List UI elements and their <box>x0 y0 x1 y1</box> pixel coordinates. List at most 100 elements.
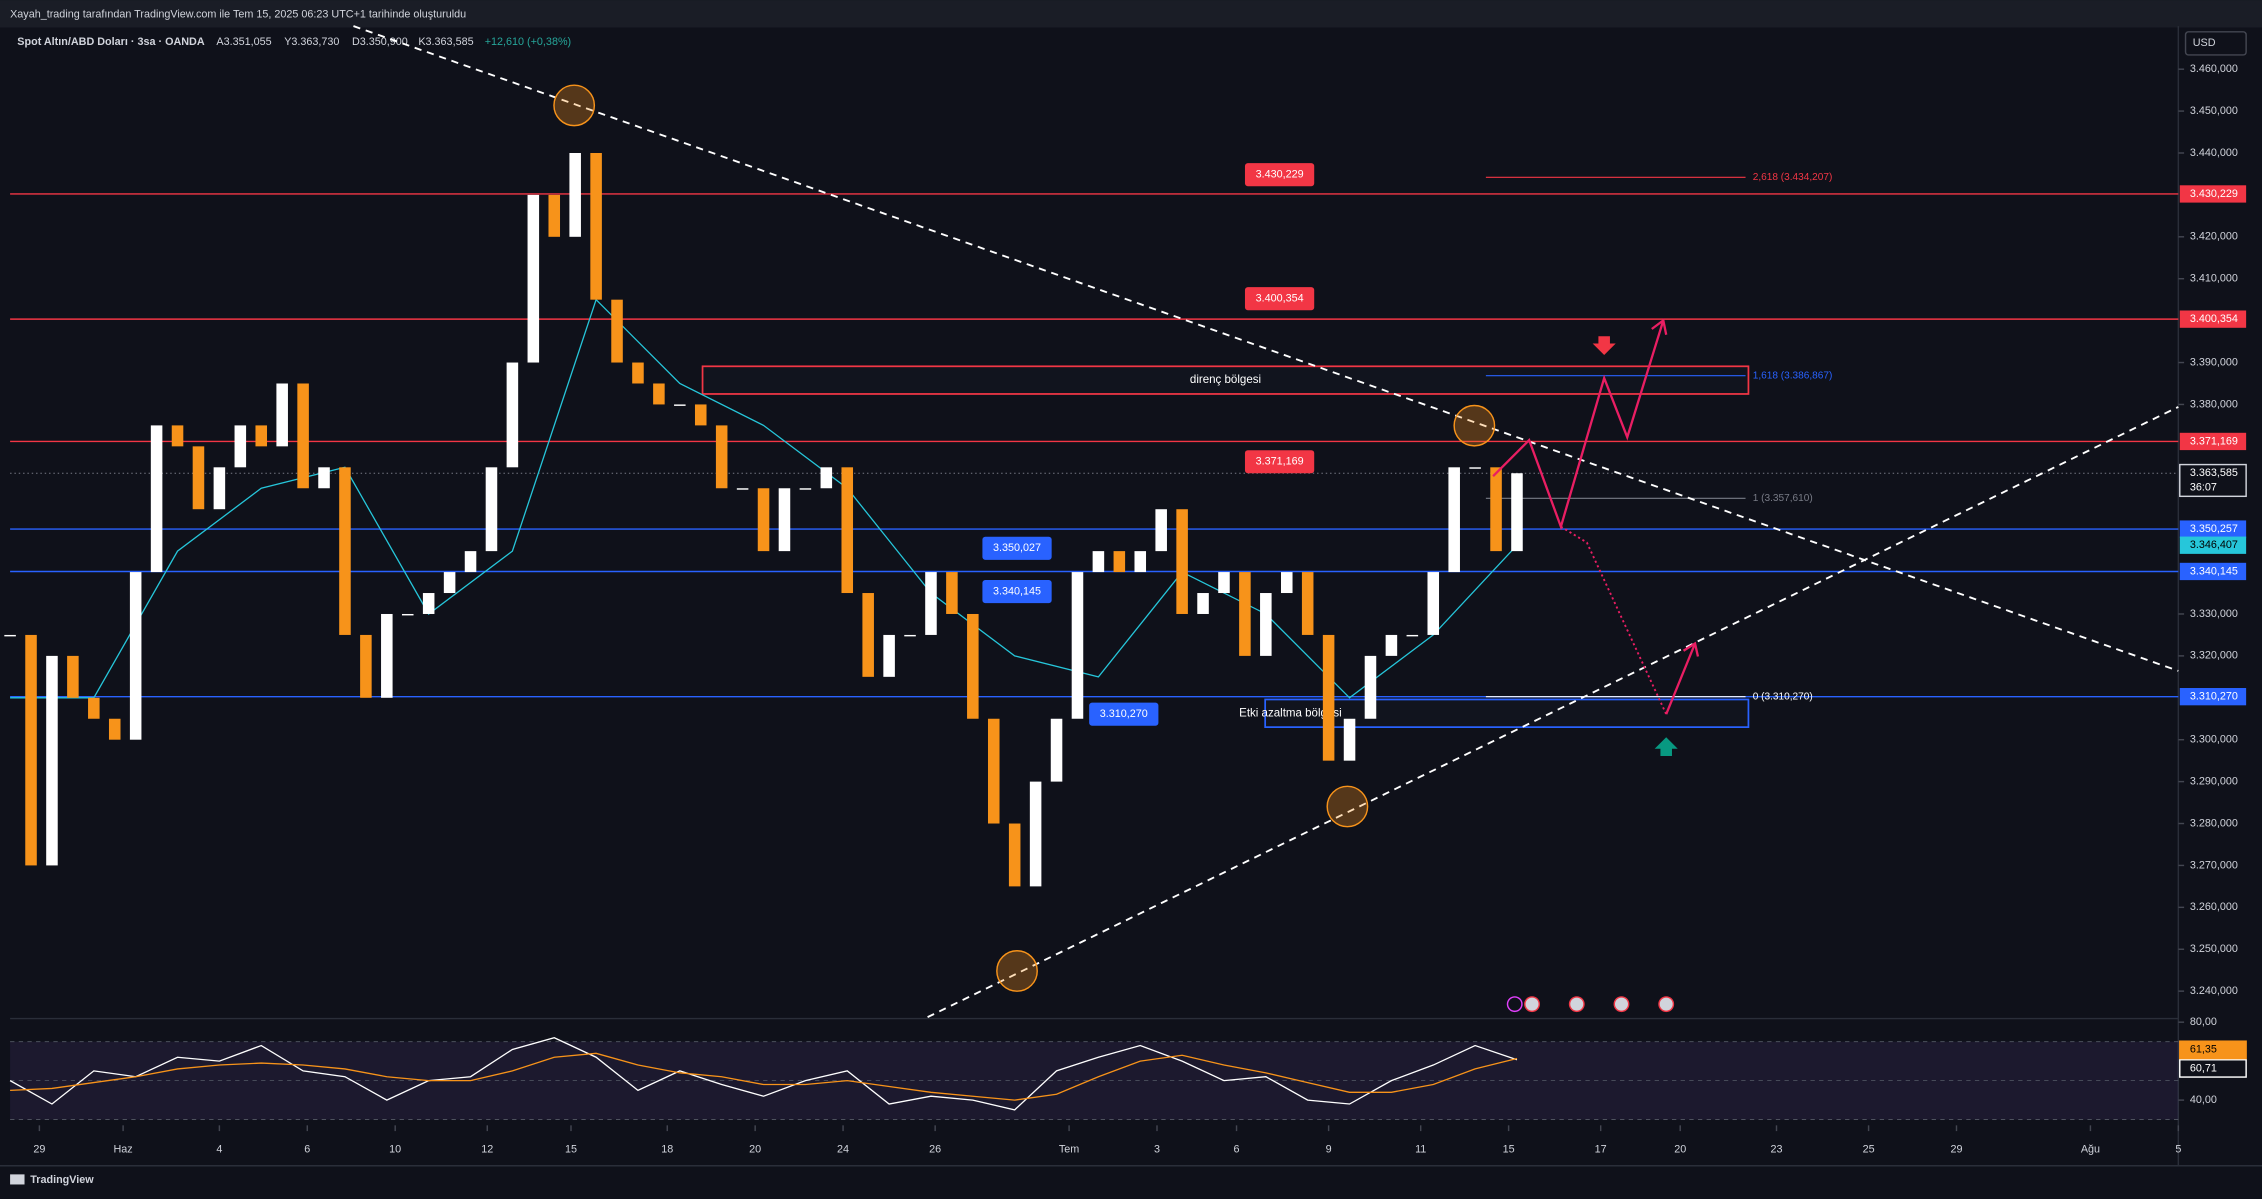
candle-body <box>967 613 979 719</box>
top-bar <box>0 0 2262 28</box>
level-tag-label: 3.371,169 <box>1256 456 1304 468</box>
event-icon[interactable] <box>1506 996 1523 1013</box>
level-tag <box>982 536 1052 560</box>
candle-body <box>276 383 288 447</box>
currency-button[interactable] <box>2184 31 2247 56</box>
x-tick-label: 12 <box>481 1144 493 1156</box>
y-tick-label: 3.420,000 <box>2190 231 2238 243</box>
x-tick-label: 15 <box>565 1144 577 1156</box>
candle-body <box>422 593 435 614</box>
level-tag <box>1244 450 1315 474</box>
y-tick-label: 3.270,000 <box>2190 859 2238 871</box>
x-tick-label: Tem <box>1059 1144 1079 1156</box>
candle-body <box>1469 467 1481 469</box>
candle-body <box>1364 655 1377 719</box>
rsi-line <box>10 1052 1518 1101</box>
candle-body <box>1385 634 1398 656</box>
quote-low: D3.350,900 <box>352 36 408 48</box>
candle-body <box>674 404 686 406</box>
candle-body <box>987 718 1000 824</box>
level-tag <box>982 580 1052 604</box>
x-tick-label: 6 <box>304 1144 310 1156</box>
axis-level-tag <box>2179 562 2247 581</box>
ma-value-tag <box>2179 536 2247 554</box>
candle-body <box>443 572 456 594</box>
y-tick-label: 3.250,000 <box>2190 943 2238 955</box>
x-tick-label: 29 <box>33 1144 45 1156</box>
level-tag <box>1089 702 1159 726</box>
x-tick-label: 11 <box>1415 1144 1426 1156</box>
x-tick-label: 17 <box>1595 1144 1607 1156</box>
x-tick-label: 20 <box>749 1144 761 1156</box>
projection-arrowhead <box>1682 641 1700 657</box>
fib-label: 1,618 (3.386,867) <box>1753 370 1833 381</box>
event-icon[interactable] <box>1613 996 1630 1013</box>
projection-path <box>1665 643 1697 715</box>
candle-body <box>297 383 309 489</box>
event-icon[interactable] <box>1524 996 1540 1013</box>
candle-body <box>1113 551 1126 573</box>
axis-level-tag <box>2179 432 2247 451</box>
axis-level-tag <box>2179 310 2247 328</box>
x-tick-label: Ağu <box>2081 1144 2100 1156</box>
candle-body <box>464 551 477 573</box>
fib-label: 0 (3.310,270) <box>1753 691 1813 702</box>
drawings <box>353 25 2179 1018</box>
zone <box>701 365 1750 395</box>
y-tick-label: 3.380,000 <box>2190 398 2238 410</box>
candle-body <box>1406 634 1419 637</box>
quote-change: +12,610 (+0,38%) <box>485 36 571 48</box>
y-tick-label: 80,00 <box>2190 1016 2217 1028</box>
candle-body <box>904 634 916 637</box>
x-tick-label: 15 <box>1503 1144 1515 1156</box>
y-tick-label: 3.390,000 <box>2190 356 2238 368</box>
candle-body <box>485 467 498 552</box>
candle-body <box>632 362 644 384</box>
candle-body <box>150 425 163 573</box>
event-icon[interactable] <box>1568 996 1585 1013</box>
candle-body <box>883 634 895 677</box>
candle-body <box>548 194 561 237</box>
axis-level-tag <box>2179 520 2247 538</box>
pivot-marker <box>553 84 596 127</box>
currency: USD <box>2193 37 2216 49</box>
axis-level-label: 3.400,354 <box>2190 313 2238 325</box>
axis-level-tag <box>2179 688 2247 706</box>
candle-body <box>527 194 540 363</box>
x-tick-label: 20 <box>1674 1144 1686 1156</box>
fib-label: 2,618 (3.434,207) <box>1753 172 1833 183</box>
candle-body <box>318 467 330 489</box>
x-tick-label: 4 <box>216 1144 222 1156</box>
candle-body <box>401 613 414 616</box>
x-tick-label: 18 <box>661 1144 673 1156</box>
axis-level-tag <box>2179 185 2247 203</box>
y-tick-label: 3.300,000 <box>2190 734 2238 746</box>
axis-level-label: 3.310,270 <box>2190 691 2238 703</box>
rsi-value-tag <box>2179 1059 2247 1078</box>
up-arrow <box>1654 737 1678 757</box>
quote-open: A3.351,055 <box>216 36 271 48</box>
axis-level-label: 3.371,169 <box>2190 435 2238 447</box>
level-tag-label: 3.340,145 <box>993 585 1041 597</box>
projection-path <box>1560 525 1668 715</box>
candle-body <box>1071 572 1084 719</box>
ma-value-label: 3.346,407 <box>2190 539 2238 551</box>
down-arrow <box>1592 336 1616 355</box>
candle-body <box>1155 509 1167 552</box>
y-tick-label: 3.330,000 <box>2190 608 2238 620</box>
candle-body <box>1029 781 1042 887</box>
event-icon[interactable] <box>1658 996 1675 1013</box>
level-tag-label: 3.400,354 <box>1256 293 1304 305</box>
y-tick-label: 3.240,000 <box>2190 985 2238 997</box>
candle-body <box>339 467 351 635</box>
candle-body <box>1301 572 1314 635</box>
level-tag <box>1244 163 1315 187</box>
zone-label: Etki azaltma bölgesi <box>1239 707 1342 719</box>
candle-body <box>1092 551 1105 573</box>
axis-level-label: 3.350,257 <box>2190 523 2238 535</box>
candle-body <box>360 634 372 698</box>
quote-close: K3.363,585 <box>418 36 473 48</box>
candle-body <box>25 634 37 866</box>
